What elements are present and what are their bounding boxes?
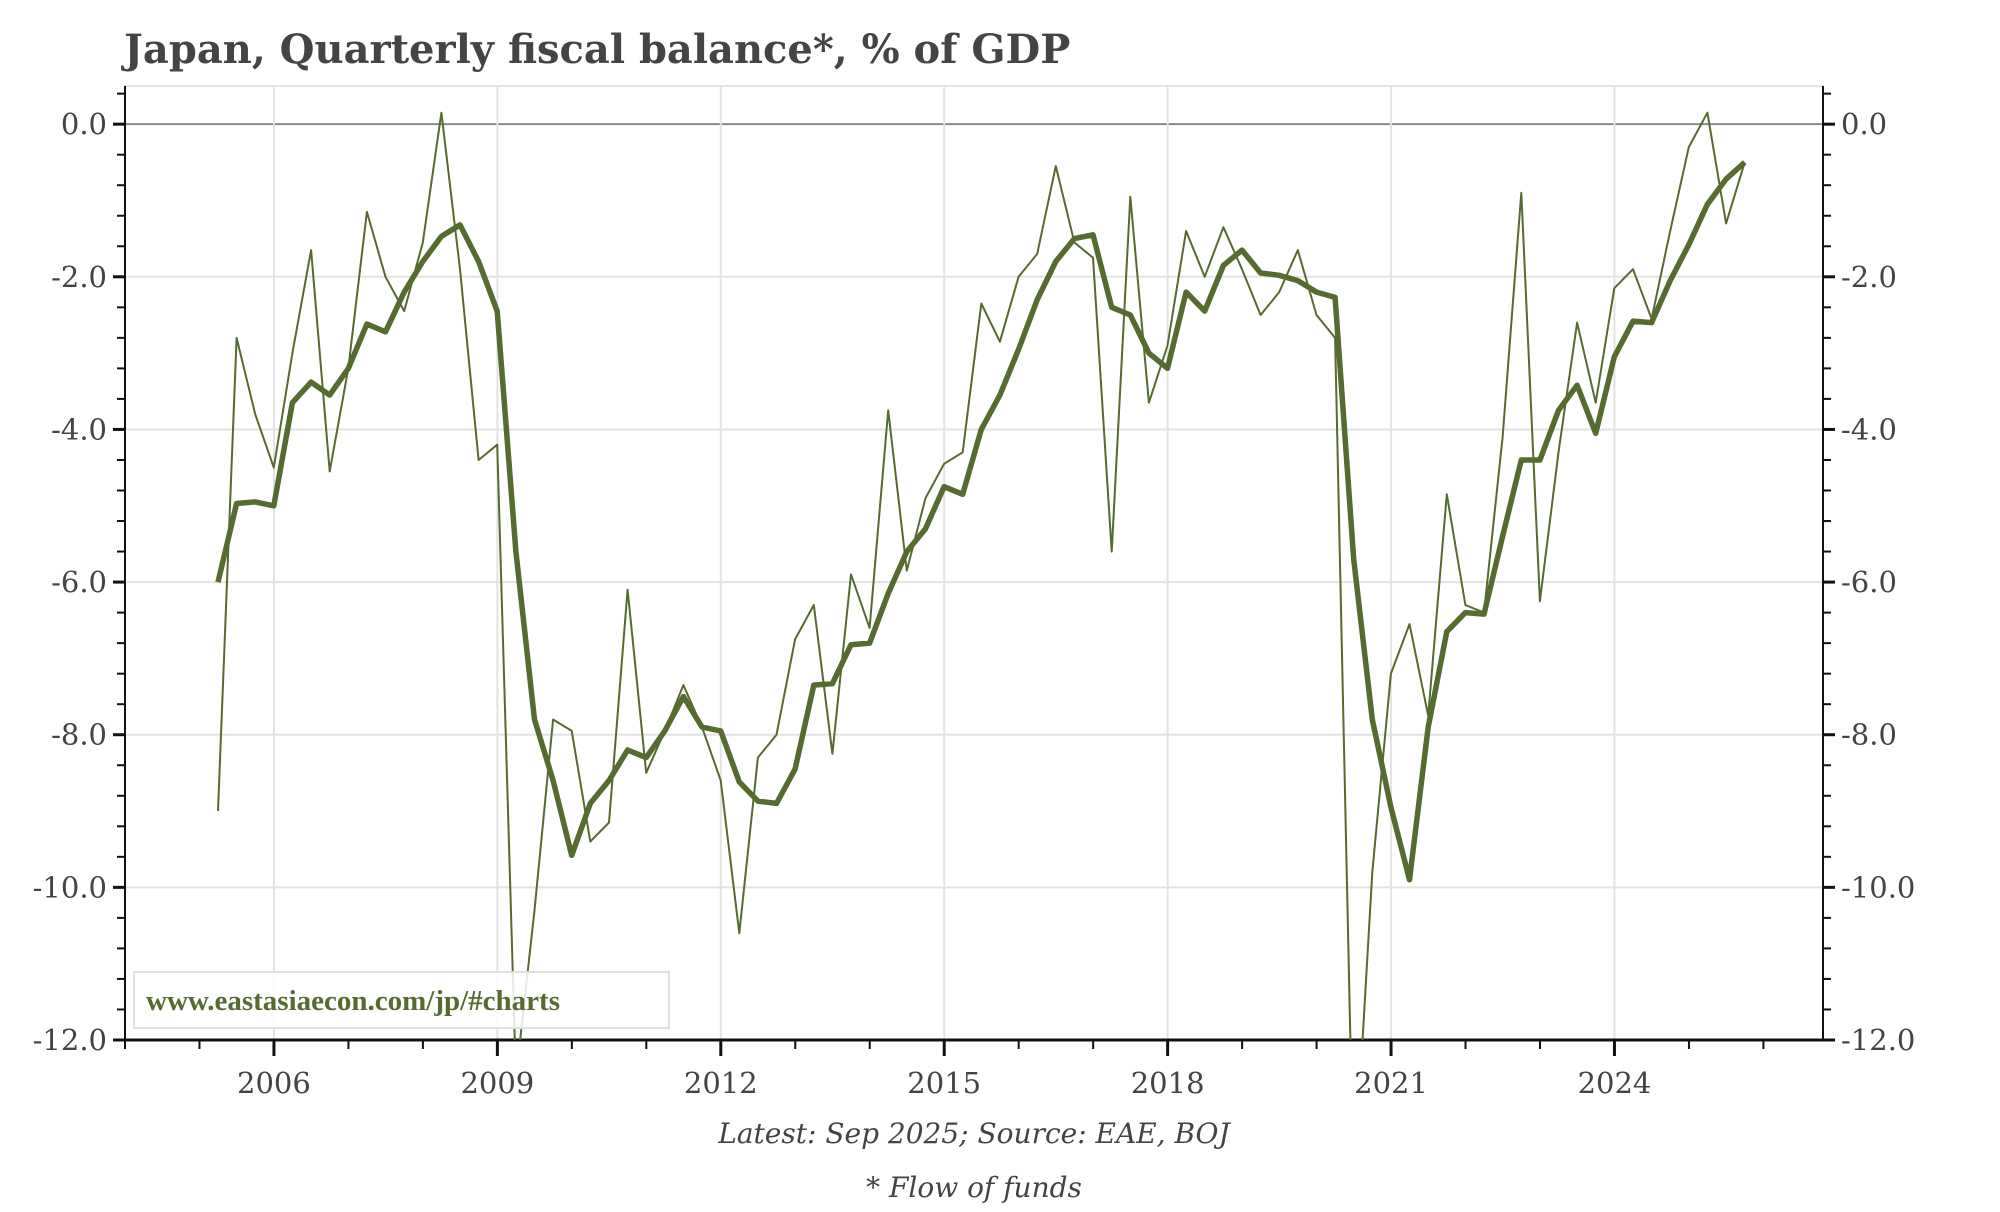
y-tick-label-left: -8.0 xyxy=(51,718,107,752)
y-tick-label-left: -10.0 xyxy=(33,870,107,904)
y-tick-label-right: 0.0 xyxy=(1841,107,1887,141)
y-tick-label-left: -6.0 xyxy=(51,565,107,599)
chart-title: Japan, Quarterly fiscal balance*, % of G… xyxy=(121,26,1070,73)
series-line-thick xyxy=(215,160,1747,883)
series-line-thin xyxy=(217,111,1746,1040)
y-tick-label-right: -12.0 xyxy=(1841,1023,1915,1057)
x-tick-label: 2006 xyxy=(237,1066,311,1100)
x-tick-label: 2015 xyxy=(907,1066,981,1100)
x-tick-label: 2018 xyxy=(1131,1066,1205,1100)
watermark: www.eastasiaecon.com/jp/#charts xyxy=(133,971,670,1029)
footnote: * Flow of funds xyxy=(866,1171,1082,1204)
x-tick-label: 2024 xyxy=(1578,1066,1652,1100)
watermark-box xyxy=(133,971,670,1029)
y-tick-label-right: -8.0 xyxy=(1841,718,1897,752)
y-tick-label-right: -4.0 xyxy=(1841,412,1897,446)
y-tick-label-right: -6.0 xyxy=(1841,565,1897,599)
y-tick-label-left: -4.0 xyxy=(51,412,107,446)
plot-frame xyxy=(124,85,1824,1041)
x-tick-label: 2012 xyxy=(684,1066,758,1100)
axes xyxy=(113,86,1835,1056)
series-lines xyxy=(215,111,1747,1040)
source-note: Latest: Sep 2025; Source: EAE, BOJ xyxy=(717,1117,1231,1150)
gridlines xyxy=(124,85,1824,1041)
x-tick-label: 2009 xyxy=(460,1066,534,1100)
tick-labels: 0.0 0.0 -2.0 -2.0 -4.0 -4.0 -6.0 -6.0 -8.0 -8.0 -1… xyxy=(33,107,1916,1100)
y-tick-label-right: -2.0 xyxy=(1841,260,1897,294)
y-tick-label-left: -12.0 xyxy=(33,1023,107,1057)
y-tick-label-left: -2.0 xyxy=(51,260,107,294)
y-tick-label-left: 0.0 xyxy=(61,107,107,141)
y-tick-label-right: -10.0 xyxy=(1841,870,1915,904)
watermark-text: www.eastasiaecon.com/jp/#charts xyxy=(146,985,560,1017)
x-tick-label: 2021 xyxy=(1354,1066,1428,1100)
